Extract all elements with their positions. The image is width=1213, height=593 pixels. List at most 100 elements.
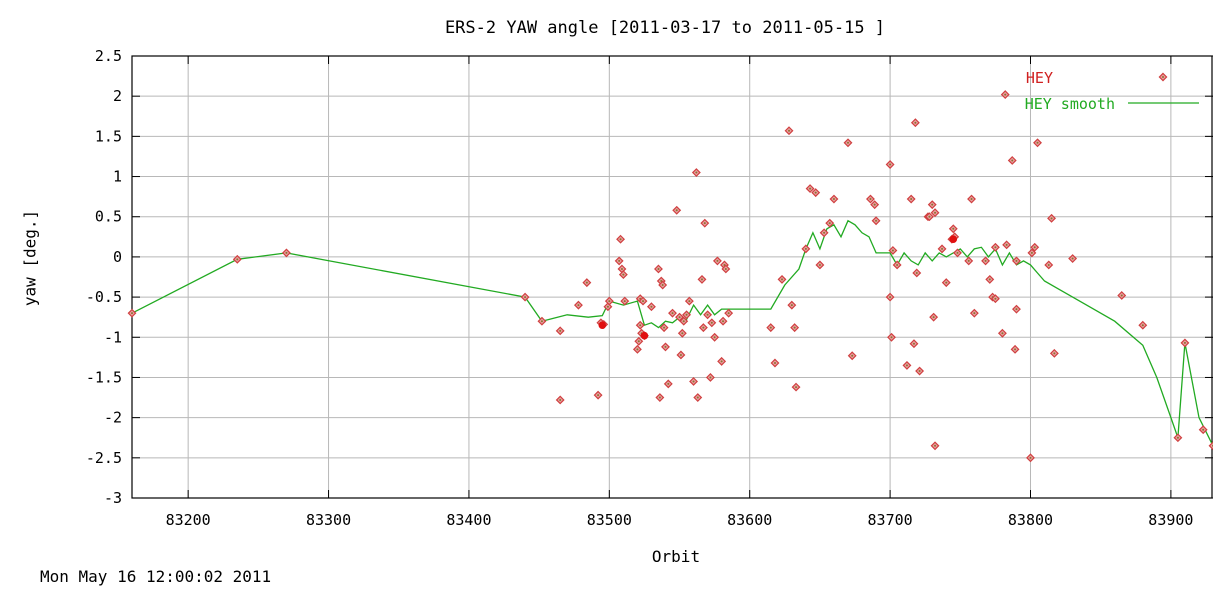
data-point-hey-center — [818, 263, 821, 266]
data-point-hey-center — [928, 215, 931, 218]
data-point-hey-center — [618, 259, 621, 262]
data-point-hey-center — [793, 326, 796, 329]
data-point-hey-center — [945, 281, 948, 284]
data-point-hey-center — [131, 312, 133, 315]
data-point-hey-center — [891, 249, 894, 252]
data-point-hey-center — [773, 361, 776, 364]
data-point-hey-center — [619, 238, 622, 241]
data-point-hey-center — [828, 222, 831, 225]
x-tick-label: 83900 — [1148, 511, 1193, 529]
data-point-hey-center — [1202, 428, 1205, 431]
chart-title: ERS-2 YAW angle [2011-03-17 to 2011-05-1… — [444, 18, 886, 38]
data-point-hey-center — [984, 259, 987, 262]
data-point-hey-center — [1050, 217, 1053, 220]
data-point-hey-center — [889, 296, 892, 299]
data-point-hey-center — [650, 305, 653, 308]
data-point-hey-center — [934, 444, 937, 447]
data-point-hey-center — [700, 278, 703, 281]
y-axis-label: yaw [deg.] — [20, 209, 40, 307]
data-point-hey-center — [912, 342, 915, 345]
data-point-hey-center — [869, 198, 872, 201]
data-point-hey-center — [524, 296, 527, 299]
data-point-hey-center — [639, 324, 642, 327]
data-point-hey-center — [914, 121, 917, 124]
x-tick-label: 83800 — [1008, 511, 1053, 529]
data-point-hey-center — [720, 360, 723, 363]
data-point-hey-center — [722, 320, 725, 323]
data-point-hey-center — [679, 353, 682, 356]
data-point-hey-center — [1015, 259, 1018, 262]
data-point-hey-center — [702, 326, 705, 329]
data-point-hey-center — [896, 263, 899, 266]
data-point-hey-center — [1005, 243, 1008, 246]
data-point-hey-center — [636, 348, 639, 351]
y-tick-label: -2 — [104, 409, 122, 427]
data-point-hey-center — [559, 398, 562, 401]
data-point-hey-center — [606, 305, 609, 308]
data-point-hey-center — [710, 321, 713, 324]
data-point-hey-center — [577, 304, 580, 307]
data-point-hey-center — [696, 396, 699, 399]
data-point-hey-center — [918, 370, 921, 373]
y-tick-label: -2.5 — [86, 449, 122, 467]
data-point-hey-center — [890, 336, 893, 339]
data-point-hey-center — [1011, 159, 1014, 162]
footer-timestamp: Mon May 16 12:00:02 2011 — [40, 567, 272, 586]
data-point-hey-center — [1015, 308, 1018, 311]
data-point-hey-center — [1033, 246, 1036, 249]
data-point-hey-center — [706, 313, 709, 316]
data-point-hey-center — [809, 187, 812, 190]
data-point-hey-center — [814, 191, 817, 194]
data-point-hey-center — [1030, 251, 1033, 254]
data-point-hey-center — [934, 211, 937, 214]
data-point-hey-center — [642, 300, 645, 303]
data-point-hey-center — [994, 297, 997, 300]
y-tick-label: 0.5 — [95, 208, 122, 226]
data-point-hey-center — [678, 316, 681, 319]
data-point-hey-center — [671, 312, 674, 315]
data-point-hey-center — [905, 364, 908, 367]
x-tick-label: 83600 — [727, 511, 772, 529]
legend-label-hey-smooth: HEY smooth — [1025, 95, 1115, 113]
legend-marker-hey-center — [1162, 76, 1164, 78]
data-point-hey-center — [608, 300, 611, 303]
y-tick-label: 1 — [113, 168, 122, 186]
x-tick-label: 83400 — [446, 511, 491, 529]
data-point-hey-center — [769, 326, 772, 329]
data-point-hey-center — [1120, 294, 1123, 297]
data-point-hey-center — [932, 316, 935, 319]
data-point-hey-center — [1071, 257, 1074, 260]
data-point-hey-center — [915, 271, 918, 274]
data-point-hey-center — [695, 171, 698, 174]
data-point-hey-center — [994, 246, 997, 249]
data-point-hey-center — [846, 141, 849, 144]
x-tick-label: 83200 — [166, 511, 211, 529]
y-tick-label: 0 — [113, 248, 122, 266]
legend-label-hey: HEY — [1026, 69, 1053, 87]
data-point-hey-center — [716, 259, 719, 262]
data-point-hey-center — [790, 304, 793, 307]
data-point-hey — [1208, 441, 1213, 451]
y-tick-label: 2.5 — [95, 47, 122, 65]
data-point-hey-center — [823, 231, 826, 234]
data-point-hey-center — [675, 209, 678, 212]
y-tick-label: 2 — [113, 87, 122, 105]
data-point-hey-center — [970, 198, 973, 201]
data-point-hey-center — [663, 326, 666, 329]
data-point-highlight — [598, 321, 607, 330]
data-point-hey-center — [804, 247, 807, 250]
data-point-hey-center — [973, 312, 976, 315]
data-point-hey-center — [795, 386, 798, 389]
x-tick-label: 83700 — [868, 511, 913, 529]
data-point-hey-center — [724, 267, 727, 270]
data-point-hey-center — [637, 340, 640, 343]
data-point-hey-center — [1141, 324, 1144, 327]
data-point-hey-center — [585, 281, 588, 284]
plot-frame — [131, 55, 1213, 499]
data-point-hey-center — [623, 300, 626, 303]
data-point-hey-center — [931, 203, 934, 206]
data-point-hey-center — [967, 259, 970, 262]
data-point-hey-center — [1047, 263, 1050, 266]
data-point-hey-center — [713, 336, 716, 339]
